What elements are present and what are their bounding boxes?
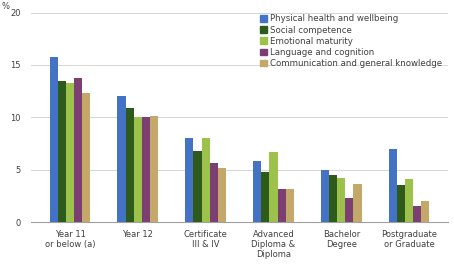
Bar xyxy=(49,56,58,222)
Bar xyxy=(261,172,269,222)
Bar xyxy=(421,201,429,222)
Legend: Physical health and wellbeing, Social competence, Emotional maturity, Language a: Physical health and wellbeing, Social co… xyxy=(258,13,444,70)
Bar xyxy=(74,78,82,222)
Bar xyxy=(405,179,413,222)
Bar xyxy=(202,138,210,222)
Bar xyxy=(269,152,277,222)
Y-axis label: %: % xyxy=(2,2,10,11)
Bar xyxy=(389,149,397,222)
Bar xyxy=(66,83,74,222)
Bar xyxy=(354,184,362,222)
Bar xyxy=(185,138,193,222)
Bar xyxy=(118,96,126,222)
Bar xyxy=(58,81,66,222)
Bar xyxy=(321,170,329,222)
Bar xyxy=(126,108,134,222)
Bar xyxy=(193,151,202,222)
Bar xyxy=(337,178,345,222)
Bar xyxy=(134,117,142,222)
Bar xyxy=(345,198,354,222)
Bar xyxy=(329,175,337,222)
Bar xyxy=(218,167,226,222)
Bar xyxy=(397,185,405,222)
Bar xyxy=(413,206,421,222)
Bar xyxy=(142,117,150,222)
Bar xyxy=(253,161,261,222)
Bar xyxy=(150,116,158,222)
Bar xyxy=(286,188,294,222)
Bar xyxy=(277,188,286,222)
Bar xyxy=(210,163,218,222)
Bar xyxy=(82,93,90,222)
